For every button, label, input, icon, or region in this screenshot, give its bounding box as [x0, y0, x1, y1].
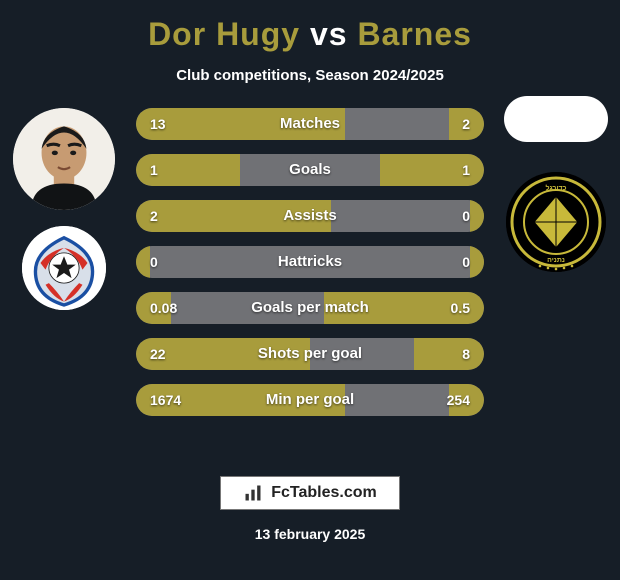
- brand-text: FcTables.com: [271, 484, 377, 502]
- right-column: כדורגל נתניה: [496, 96, 616, 272]
- footer: FcTables.com 13 february 2025: [0, 476, 620, 542]
- stat-row: 0.080.5Goals per match: [136, 292, 484, 324]
- player-avatar: [13, 108, 115, 210]
- title-vs: vs: [310, 16, 348, 52]
- stat-row: 1674254Min per goal: [136, 384, 484, 416]
- stat-label: Assists: [136, 200, 484, 232]
- stat-row: 228Shots per goal: [136, 338, 484, 370]
- stat-label: Hattricks: [136, 246, 484, 278]
- stat-label: Matches: [136, 108, 484, 140]
- hapoel-badge-icon: [22, 226, 106, 310]
- subtitle: Club competitions, Season 2024/2025: [0, 67, 620, 84]
- maccabi-netanya-badge-icon: כדורגל נתניה: [506, 172, 606, 272]
- title-player2: Barnes: [357, 16, 472, 52]
- stat-label: Goals: [136, 154, 484, 186]
- left-column: [4, 108, 124, 310]
- player-headshot-icon: [13, 108, 115, 210]
- brand-badge[interactable]: FcTables.com: [220, 476, 400, 510]
- title-player1: Dor Hugy: [148, 16, 300, 52]
- svg-text:כדורגל: כדורגל: [546, 184, 567, 192]
- comparison-panel: כדורגל נתניה 132Matches 11Goals 20Assists 0…: [0, 108, 620, 428]
- opponent-blank-icon: [504, 96, 608, 142]
- club-badge-right: כדורגל נתניה: [506, 172, 606, 272]
- page-title: Dor Hugy vs Barnes: [0, 16, 620, 53]
- opponent-avatar: [504, 96, 608, 142]
- stat-rows: 132Matches 11Goals 20Assists 00Hattricks 0.0…: [136, 108, 484, 430]
- stat-row: 132Matches: [136, 108, 484, 140]
- stat-label: Shots per goal: [136, 338, 484, 370]
- chart-icon: [243, 483, 263, 503]
- stat-row: 00Hattricks: [136, 246, 484, 278]
- svg-text:נתניה: נתניה: [547, 257, 565, 264]
- stat-row: 11Goals: [136, 154, 484, 186]
- club-badge-left: [22, 226, 106, 310]
- stat-label: Goals per match: [136, 292, 484, 324]
- date-text: 13 february 2025: [0, 526, 620, 542]
- stat-row: 20Assists: [136, 200, 484, 232]
- stat-label: Min per goal: [136, 384, 484, 416]
